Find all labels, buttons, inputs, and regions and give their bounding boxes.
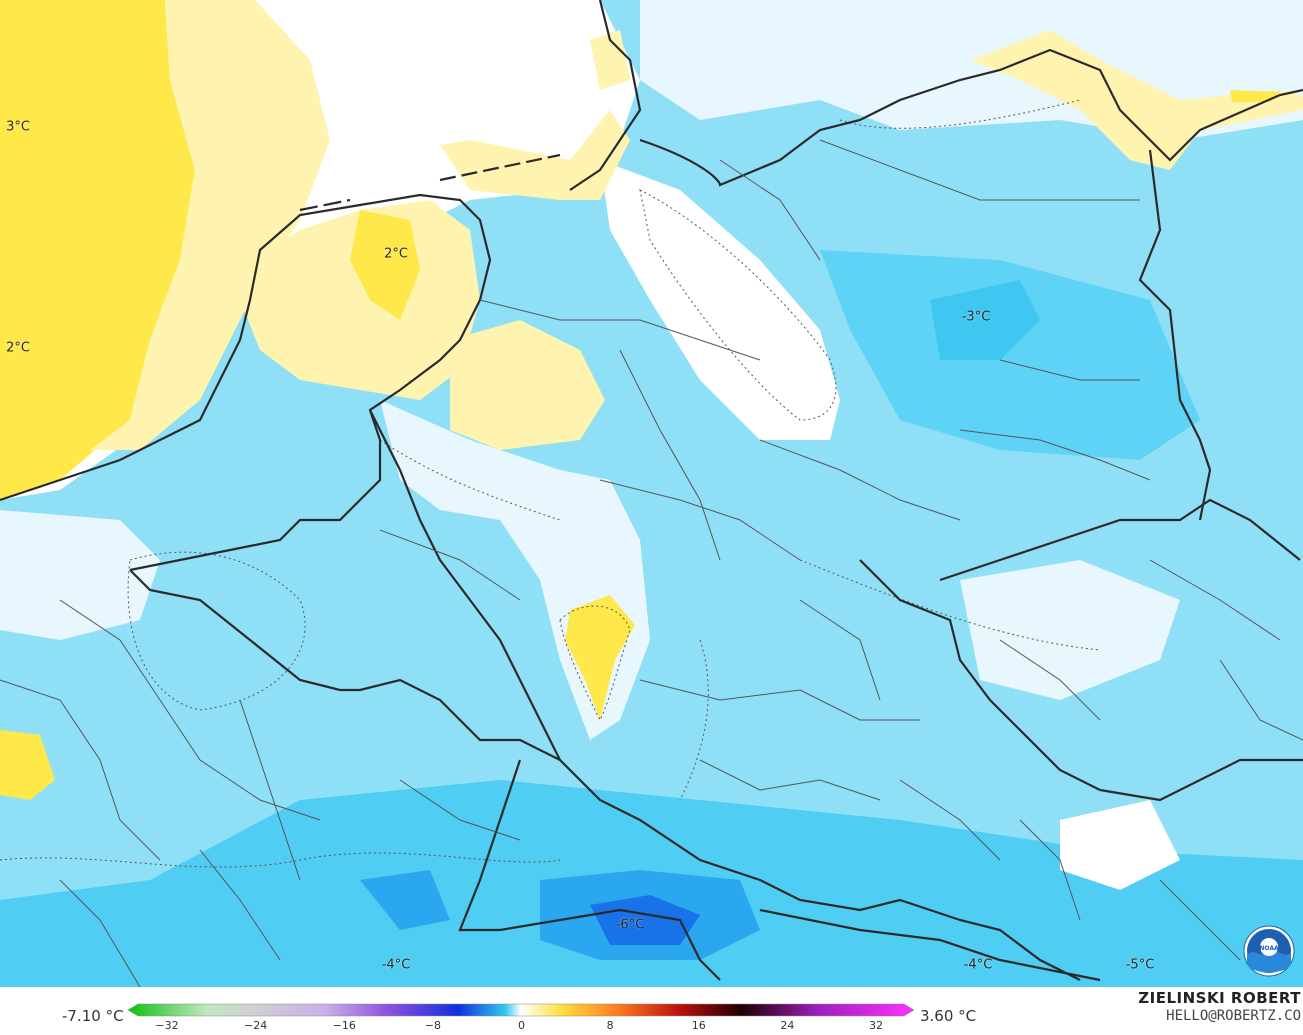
author-credit: ZIELINSKI ROBERT HELLO@ROBERTZ.CO [1138, 989, 1301, 1024]
cold-zone-west [360, 870, 450, 930]
temp-label-north-sea-2: 2°C [6, 340, 30, 356]
temp-label-hungary: -5°C [1125, 957, 1155, 973]
legend-tick-label: 24 [780, 1019, 795, 1032]
warm-zone-germany-west [450, 320, 605, 450]
noaa-logo: NOAA [1243, 925, 1295, 977]
legend-tick-label: 16 [691, 1019, 706, 1032]
warm-zone-rhine [565, 595, 635, 720]
legend-tick-label: −8 [424, 1019, 441, 1032]
temp-label-alps: -6°C [615, 917, 645, 933]
legend-tick-label: −16 [332, 1019, 356, 1032]
mild-zone-france [0, 510, 160, 640]
author-name: ZIELINSKI ROBERT [1138, 989, 1301, 1007]
legend-tick-label: −32 [155, 1019, 179, 1032]
warm-zone-france-west [0, 730, 55, 800]
temp-label-netherlands: 2°C [384, 246, 408, 262]
svg-text:NOAA: NOAA [1259, 945, 1279, 952]
mild-zone-hungary [1060, 800, 1180, 890]
temp-label-switzerland: -4°C [381, 957, 411, 973]
temp-label-poland: -3°C [961, 309, 991, 325]
mild-zone-czech [960, 560, 1180, 700]
map-canvas [0, 0, 1303, 987]
legend-tick-label: 0 [518, 1019, 525, 1032]
warm-zone-north-sea [0, 0, 195, 500]
legend-footer: -7.10 °C −32 −24 −16 −8 0 8 16 24 32 3.6 [0, 987, 1303, 1035]
legend-max-label: 3.60 °C [920, 1007, 977, 1025]
isotherm-lines [0, 99, 1101, 868]
warm-zone-netherlands [240, 200, 480, 400]
temperature-map: 3°C 2°C 2°C -3°C -6°C -4°C -4°C -5°C NOA… [0, 0, 1303, 987]
warm-zone-baltic [970, 30, 1303, 170]
legend-tick-label: 8 [606, 1019, 614, 1032]
temp-label-austria: -4°C [963, 957, 993, 973]
warm-zone-north-sea-light [90, 0, 330, 450]
cold-zone-poland-spot [930, 280, 1040, 360]
region-borders [0, 139, 1303, 987]
legend-tick-label: 32 [869, 1019, 883, 1032]
author-email: HELLO@ROBERTZ.CO [1166, 1008, 1301, 1024]
cold-zone-alps-core [590, 895, 700, 945]
legend-tick-label: −24 [244, 1019, 268, 1032]
cold-zone-east [820, 250, 1200, 460]
legend-min-label: -7.10 °C [62, 1007, 124, 1025]
warm-zone-baltic-core [1230, 90, 1280, 102]
color-scale-bar [128, 1003, 914, 1017]
mild-band-central [600, 160, 840, 440]
temp-label-north-sea-1: 3°C [6, 119, 30, 135]
warm-zone-netherlands-core [350, 210, 420, 320]
country-borders [0, 0, 1303, 982]
warm-zone-frisian [440, 110, 630, 200]
warm-zone-denmark [590, 30, 630, 90]
